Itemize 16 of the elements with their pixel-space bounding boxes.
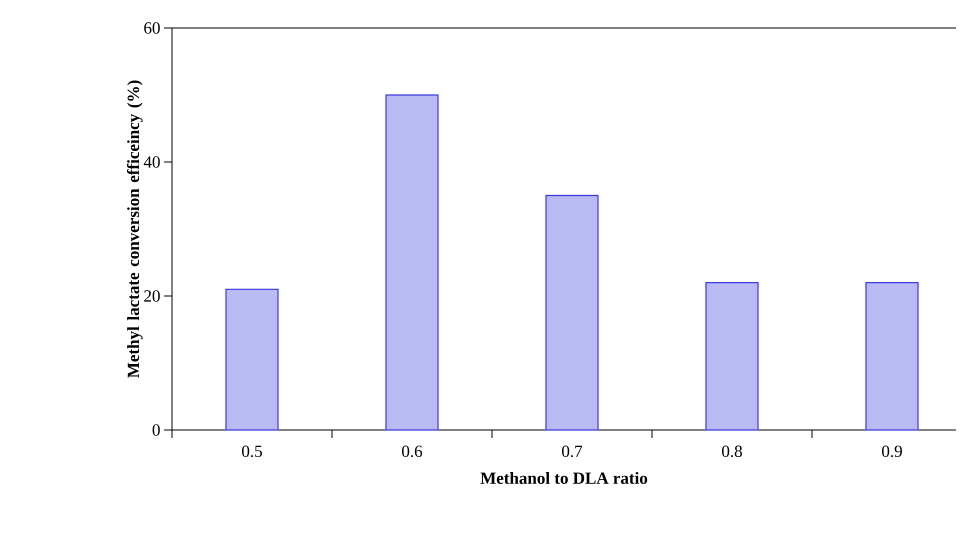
x-tick-label: 0.6 xyxy=(402,446,422,458)
bar xyxy=(225,288,279,431)
y-tick-label: 60 xyxy=(144,22,160,34)
y-tick-label: 20 xyxy=(144,290,160,302)
y-tick-label: 40 xyxy=(144,156,160,168)
y-axis-title: Methyl lactate conversion efficeincy (%) xyxy=(126,80,143,378)
x-tick-label: 0.5 xyxy=(242,446,262,458)
y-tick-label: 0 xyxy=(152,424,160,436)
bar xyxy=(545,194,599,431)
x-tick-label: 0.7 xyxy=(562,446,582,458)
x-tick-label: 0.9 xyxy=(882,446,902,458)
x-tick-label: 0.8 xyxy=(722,446,742,458)
x-axis-title: Methanol to DLA ratio xyxy=(480,472,648,484)
bar xyxy=(705,282,759,431)
bar xyxy=(385,94,439,431)
bar xyxy=(865,282,919,431)
